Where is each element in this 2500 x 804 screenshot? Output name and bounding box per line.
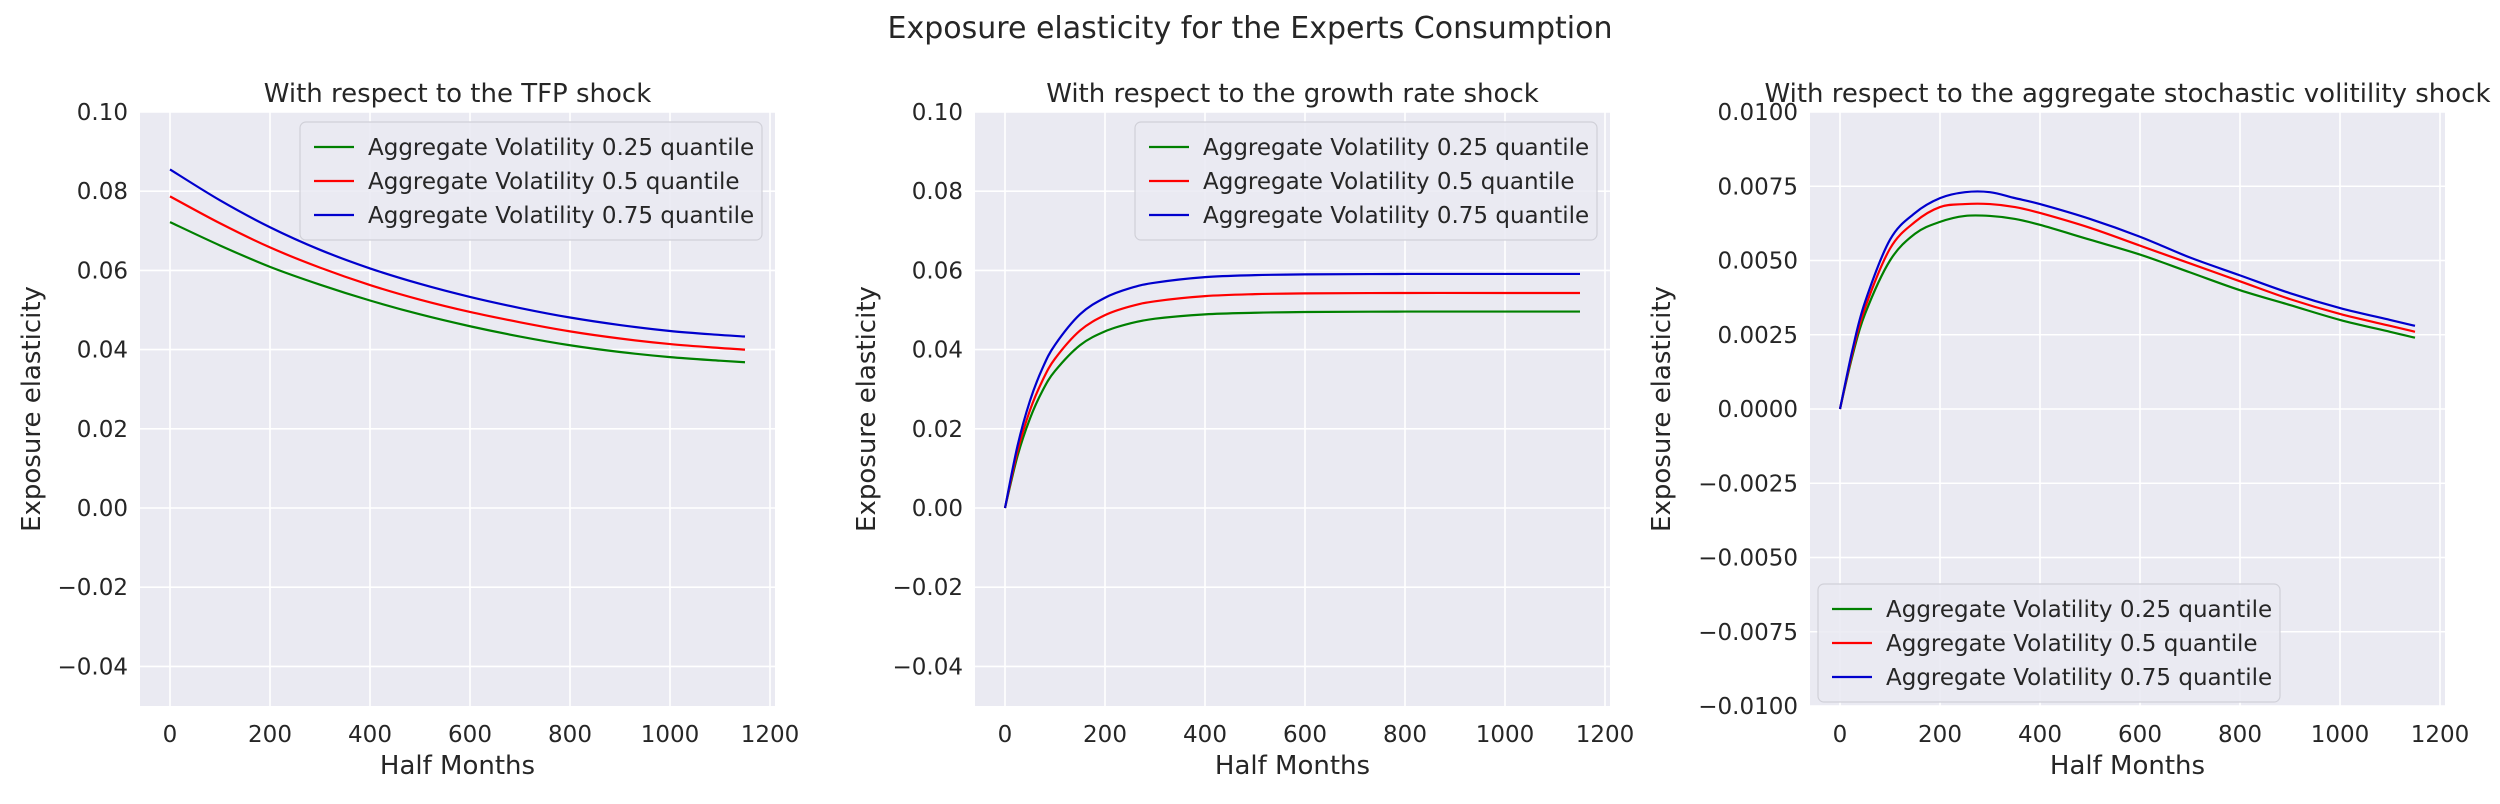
y-tick-label: −0.0050 <box>1698 546 1798 572</box>
panel-title: With respect to the aggregate stochastic… <box>1764 79 2490 109</box>
x-tick-label: 400 <box>1183 722 1227 748</box>
panel-title: With respect to the TFP shock <box>264 79 652 109</box>
series-line-2 <box>1003 291 1580 509</box>
y-tick-label: 0.0025 <box>1718 323 1798 349</box>
legend-box <box>1134 121 1598 241</box>
series-line-3 <box>169 168 746 338</box>
x-tick-label: 400 <box>348 722 392 748</box>
x-tick-label: 400 <box>2018 722 2062 748</box>
series-line-1 <box>1838 214 2416 410</box>
legend-entry: Aggregate Volatility 0.5 quantile <box>1886 631 2258 657</box>
legend-entry: Aggregate Volatility 0.25 quantile <box>368 135 754 161</box>
y-axis-label: Exposure elasticity <box>17 286 47 532</box>
y-tick-label: 0.02 <box>912 417 963 443</box>
x-tick-label: 1200 <box>2411 722 2470 748</box>
x-tick-label: 800 <box>548 722 592 748</box>
y-tick-label: −0.04 <box>58 654 128 680</box>
x-tick-label: 600 <box>2118 722 2162 748</box>
x-tick-label: 800 <box>2218 722 2262 748</box>
x-tick-label: 600 <box>1283 722 1327 748</box>
y-tick-label: 0.08 <box>77 179 128 205</box>
y-tick-label: 0.10 <box>77 100 128 126</box>
x-tick-label: 1000 <box>641 722 700 748</box>
y-tick-label: 0.04 <box>77 338 128 364</box>
y-axis-label: Exposure elasticity <box>852 286 882 532</box>
series-line-2 <box>1838 202 2416 410</box>
x-tick-label: 1200 <box>741 722 800 748</box>
x-axis-label: Half Months <box>1215 751 1370 781</box>
x-tick-label: 200 <box>248 722 292 748</box>
y-tick-label: −0.0025 <box>1698 471 1798 497</box>
y-tick-label: 0.00 <box>912 496 963 522</box>
y-axis-label: Exposure elasticity <box>1647 286 1677 532</box>
y-tick-label: 0.0000 <box>1718 397 1798 423</box>
y-tick-label: −0.02 <box>893 575 963 601</box>
y-tick-label: −0.04 <box>893 654 963 680</box>
x-tick-label: 600 <box>448 722 492 748</box>
y-tick-label: 0.06 <box>77 258 128 284</box>
y-tick-label: 0.0075 <box>1718 174 1798 200</box>
panel-2: 0 200 400 600 800 1000 1200 −0.04 −0.02 0.00 0.02 0… <box>852 79 1634 781</box>
series-line-1 <box>169 221 746 364</box>
y-tick-label: −0.0075 <box>1698 620 1798 646</box>
y-tick-label: −0.02 <box>58 575 128 601</box>
legend-entry: Aggregate Volatility 0.25 quantile <box>1886 597 2272 623</box>
legend-entry: Aggregate Volatility 0.5 quantile <box>368 169 740 195</box>
panel-3: 0 200 400 600 800 1000 1200 −0.0100 −0.0075 −0.00… <box>1647 79 2491 781</box>
y-tick-label: 0.00 <box>77 496 128 522</box>
x-tick-label: 200 <box>1083 722 1127 748</box>
x-tick-label: 1000 <box>2311 722 2370 748</box>
legend-entry: Aggregate Volatility 0.75 quantile <box>368 203 754 229</box>
y-tick-label: 0.10 <box>912 100 963 126</box>
y-tick-label: −0.0100 <box>1698 694 1798 720</box>
y-tick-label: 0.04 <box>912 338 963 364</box>
x-tick-label: 0 <box>1833 722 1848 748</box>
x-tick-label: 800 <box>1383 722 1427 748</box>
x-axis-label: Half Months <box>2050 751 2205 781</box>
legend-entry: Aggregate Volatility 0.25 quantile <box>1203 135 1589 161</box>
y-tick-label: 0.06 <box>912 258 963 284</box>
legend-entry: Aggregate Volatility 0.75 quantile <box>1886 665 2272 691</box>
y-tick-label: 0.08 <box>912 179 963 205</box>
x-axis-label: Half Months <box>380 751 535 781</box>
x-tick-label: 1000 <box>1476 722 1535 748</box>
series-line-2 <box>169 195 746 351</box>
panel-1: 0 200 400 600 800 1000 1200 −0.04 −0.02 0.00 0.02 0… <box>17 79 799 781</box>
x-tick-label: 1200 <box>1576 722 1635 748</box>
legend: Aggregate Volatility 0.25 quantile Aggreg… <box>299 121 763 241</box>
legend-box <box>299 121 763 241</box>
legend-box <box>1817 583 2281 703</box>
x-tick-label: 0 <box>163 722 178 748</box>
y-tick-label: 0.0050 <box>1718 249 1798 275</box>
y-tick-label: 0.0100 <box>1718 100 1798 126</box>
legend-entry: Aggregate Volatility 0.75 quantile <box>1203 203 1589 229</box>
figure-title: Exposure elasticity for the Experts Cons… <box>888 11 1613 46</box>
legend: Aggregate Volatility 0.25 quantile Aggreg… <box>1817 583 2281 703</box>
x-tick-label: 0 <box>998 722 1013 748</box>
series-line-3 <box>1838 190 2416 410</box>
x-tick-label: 200 <box>1918 722 1962 748</box>
legend-entry: Aggregate Volatility 0.5 quantile <box>1203 169 1575 195</box>
series-line-3 <box>1003 272 1580 509</box>
panel-title: With respect to the growth rate shock <box>1046 79 1539 109</box>
series-line-1 <box>1003 310 1580 509</box>
legend: Aggregate Volatility 0.25 quantile Aggreg… <box>1134 121 1598 241</box>
y-tick-label: 0.02 <box>77 417 128 443</box>
